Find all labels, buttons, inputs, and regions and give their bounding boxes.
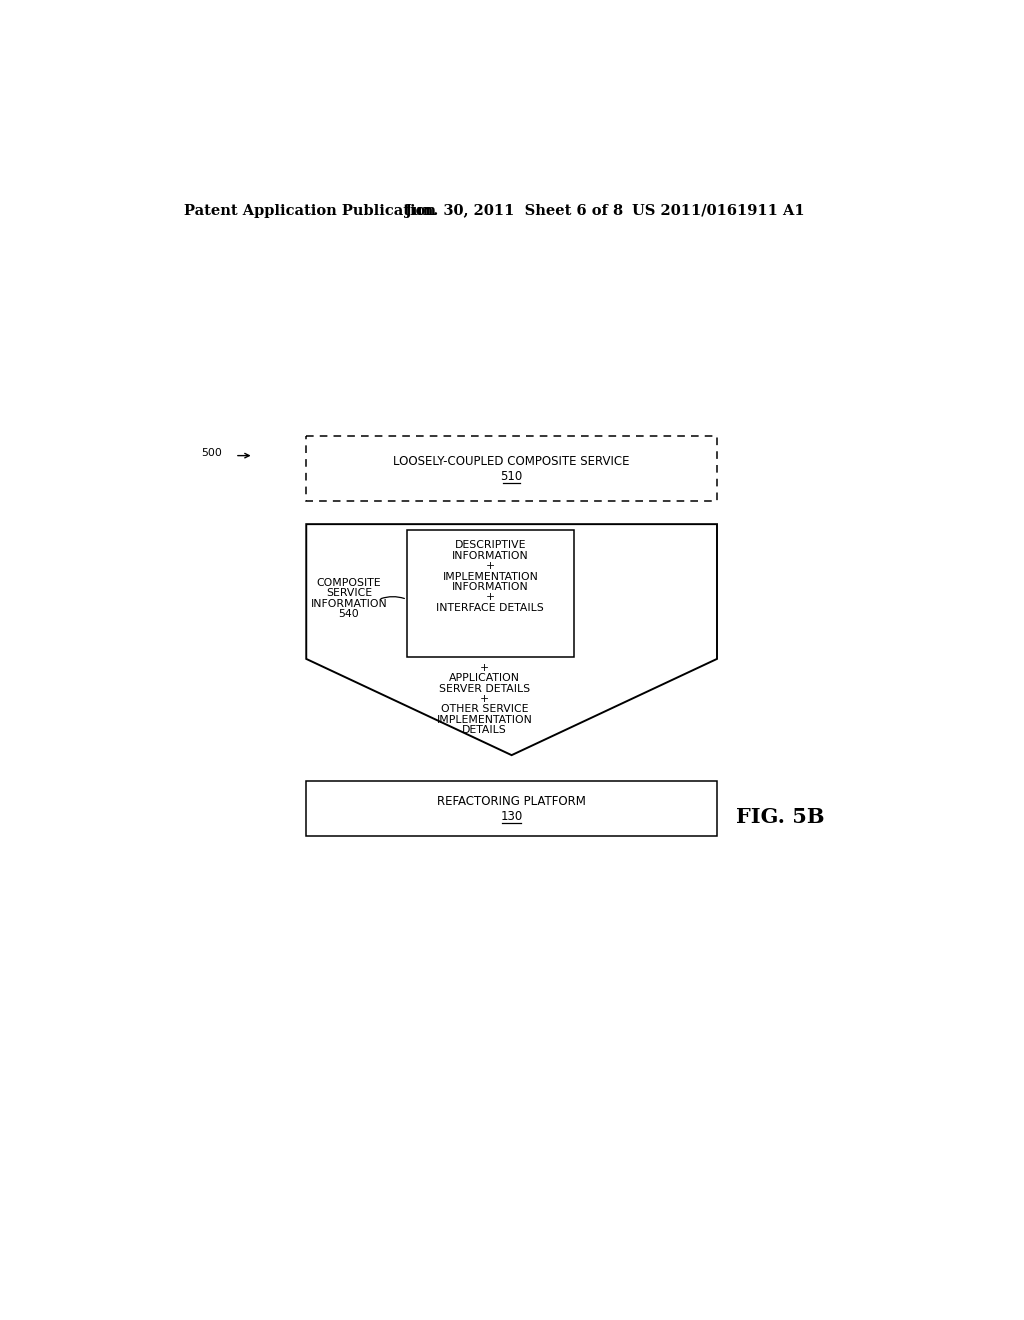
Text: INFORMATION: INFORMATION: [452, 582, 528, 591]
Text: INTERFACE DETAILS: INTERFACE DETAILS: [436, 603, 544, 612]
Text: Jun. 30, 2011  Sheet 6 of 8: Jun. 30, 2011 Sheet 6 of 8: [406, 203, 624, 218]
Bar: [306, 436, 717, 502]
Text: SERVICE: SERVICE: [326, 589, 372, 598]
Text: DESCRIPTIVE: DESCRIPTIVE: [455, 540, 526, 550]
Text: 540: 540: [339, 610, 359, 619]
Text: REFACTORING PLATFORM: REFACTORING PLATFORM: [437, 795, 586, 808]
Polygon shape: [306, 524, 717, 755]
Text: 130: 130: [501, 810, 522, 824]
Text: +: +: [480, 663, 489, 673]
Text: +: +: [485, 593, 495, 602]
Bar: [407, 529, 573, 656]
Text: US 2011/0161911 A1: US 2011/0161911 A1: [632, 203, 805, 218]
Text: DETAILS: DETAILS: [462, 725, 507, 735]
Text: 500: 500: [202, 447, 222, 458]
Text: IMPLEMENTATION: IMPLEMENTATION: [436, 714, 532, 725]
Text: INFORMATION: INFORMATION: [310, 599, 387, 609]
Text: LOOSELY-COUPLED COMPOSITE SERVICE: LOOSELY-COUPLED COMPOSITE SERVICE: [393, 455, 630, 467]
Text: INFORMATION: INFORMATION: [452, 550, 528, 561]
Text: +: +: [485, 561, 495, 572]
Text: APPLICATION: APPLICATION: [449, 673, 520, 684]
Text: 510: 510: [501, 470, 522, 483]
Text: SERVER DETAILS: SERVER DETAILS: [439, 684, 530, 693]
Text: +: +: [480, 694, 489, 704]
Text: COMPOSITE: COMPOSITE: [316, 578, 381, 587]
Text: IMPLEMENTATION: IMPLEMENTATION: [442, 572, 539, 582]
Text: FIG. 5B: FIG. 5B: [736, 807, 825, 826]
Text: Patent Application Publication: Patent Application Publication: [183, 203, 436, 218]
Bar: [306, 780, 717, 836]
Text: OTHER SERVICE: OTHER SERVICE: [440, 705, 528, 714]
